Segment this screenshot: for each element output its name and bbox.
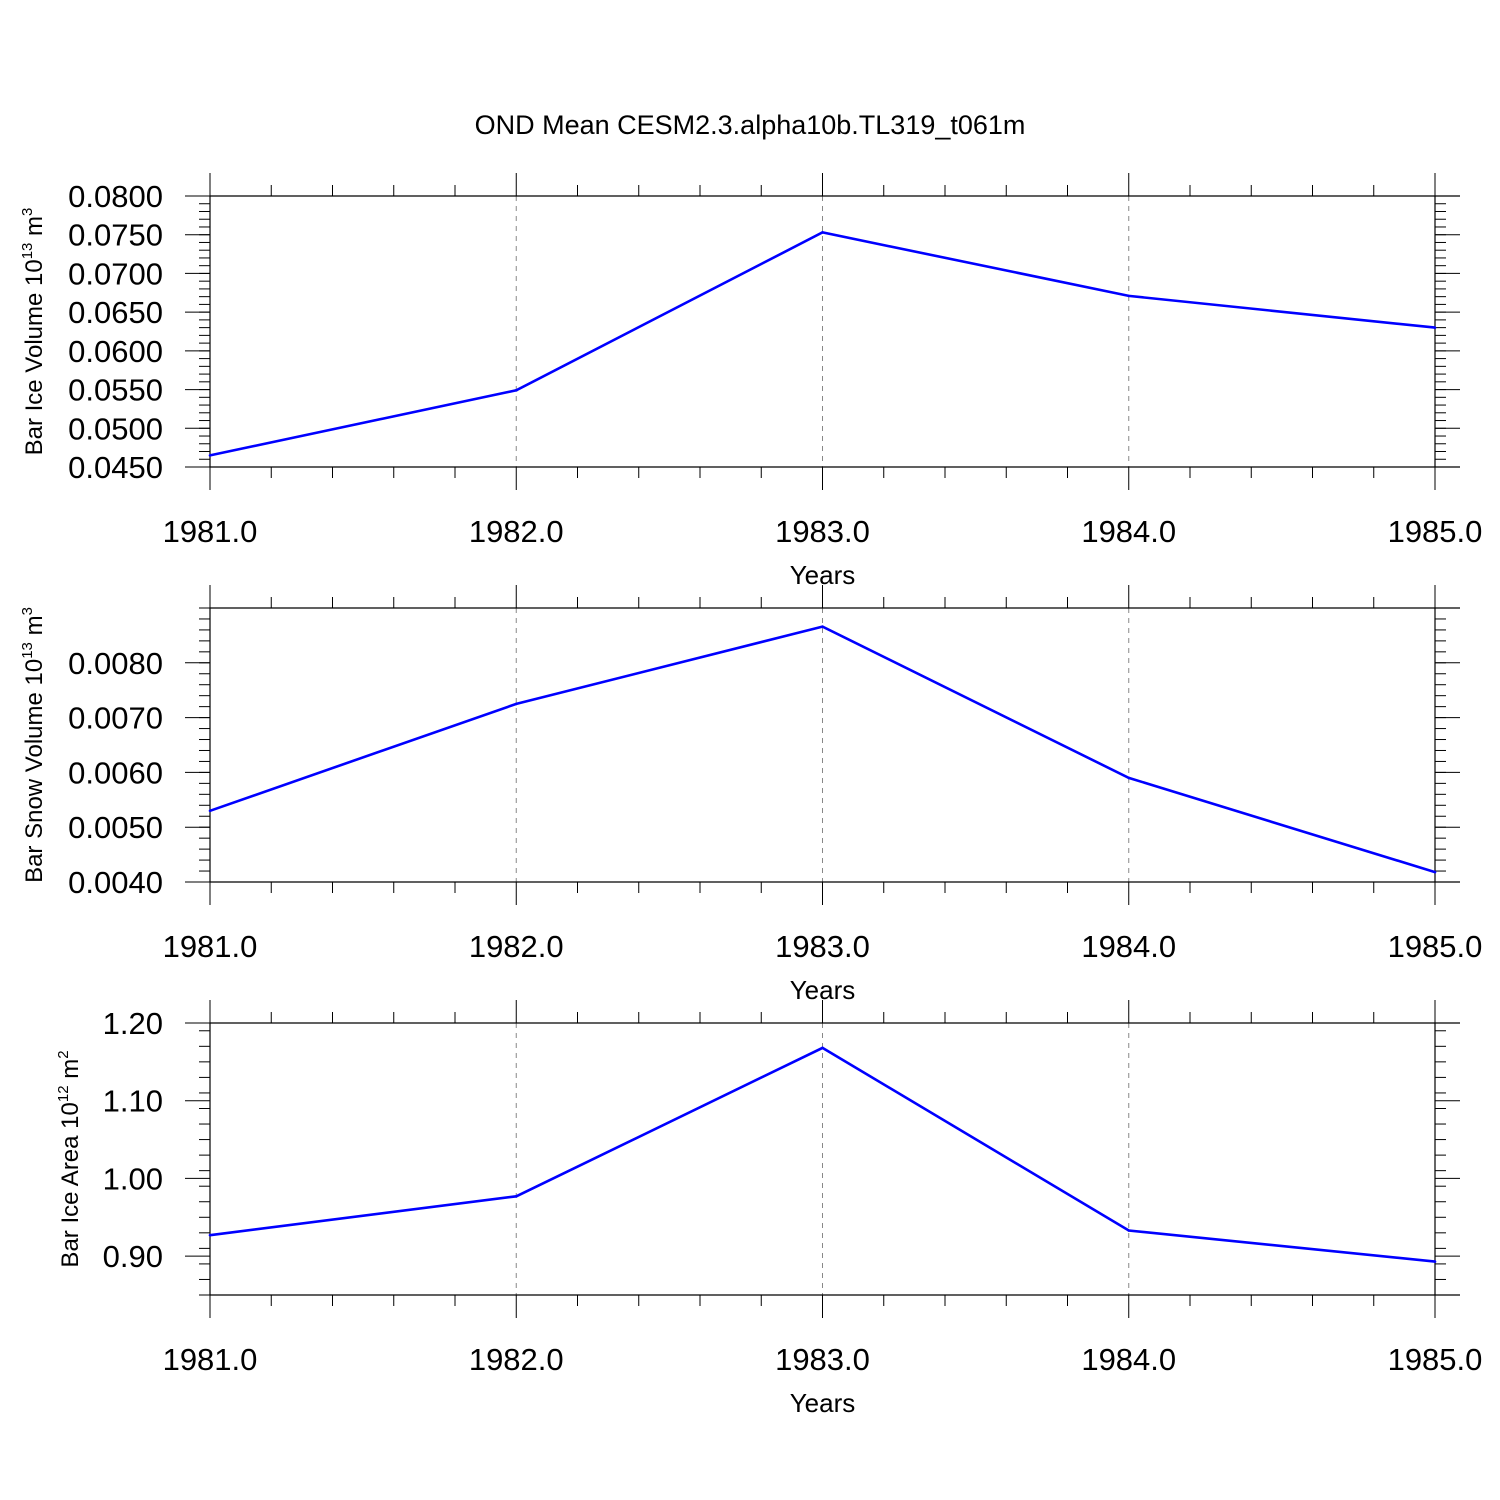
data-point (514, 389, 518, 392)
x-tick-label: 1985.0 (1388, 1342, 1483, 1377)
y-tick-label: 0.0600 (68, 334, 163, 369)
x-tick-label: 1984.0 (1081, 514, 1176, 549)
y-tick-label: 0.0550 (68, 373, 163, 408)
chart-title: OND Mean CESM2.3.alpha10b.TL319_t061m (475, 110, 1026, 140)
data-point (208, 1233, 212, 1237)
data-point (1433, 326, 1437, 329)
data-point (821, 1046, 824, 1050)
x-tick-label: 1982.0 (469, 1342, 564, 1377)
y-tick-label: 0.0500 (68, 411, 163, 446)
chart-panel-2: 0.0040 0.0050 0.0060 0.0070 0.0080 1981.0 1982… (19, 585, 1482, 1005)
y-tick-label: 1.10 (103, 1084, 163, 1119)
data-point (208, 454, 212, 457)
y-tick-label: 0.0750 (68, 218, 163, 253)
x-tick-label: 1982.0 (469, 929, 564, 964)
y-tick-label: 1.20 (103, 1006, 163, 1041)
y-tick-label: 0.0800 (68, 179, 163, 214)
x-tick-label: 1984.0 (1081, 1342, 1176, 1377)
x-tick-label: 1981.0 (163, 514, 258, 549)
data-point (821, 231, 824, 234)
x-tick-label: 1983.0 (775, 929, 870, 964)
y-tick-label: 0.0080 (68, 646, 163, 681)
data-point (514, 1195, 518, 1198)
data-point (1127, 1229, 1131, 1232)
data-point (1433, 870, 1437, 874)
y-tick-label: 0.0050 (68, 810, 163, 845)
data-point (208, 809, 212, 813)
y-axis-title: Bar Ice Area 1012 m2 (55, 1050, 84, 1267)
x-tick-label: 1981.0 (163, 1342, 258, 1377)
data-point (1127, 294, 1131, 298)
x-tick-label: 1982.0 (469, 514, 564, 549)
x-axis-title: Years (790, 1388, 856, 1418)
x-tick-label: 1983.0 (775, 514, 870, 549)
y-tick-label: 0.0060 (68, 755, 163, 790)
x-tick-label: 1985.0 (1388, 514, 1483, 549)
chart-panel-3: 0.90 1.00 1.10 1.20 1981.0 1982.0 1983.0 1984.0… (55, 1000, 1482, 1418)
y-tick-label: 0.0450 (68, 450, 163, 485)
data-point (1127, 776, 1131, 780)
y-tick-label: 0.90 (103, 1239, 163, 1274)
series-line (209, 231, 1436, 457)
y-tick-label: 0.0040 (68, 865, 163, 900)
data-point (1433, 1260, 1437, 1263)
y-tick-label: 0.0070 (68, 701, 163, 736)
y-axis-title: Bar Snow Volume 1013 m3 (19, 607, 48, 883)
y-tick-label: 0.0700 (68, 256, 163, 291)
x-tick-label: 1985.0 (1388, 929, 1483, 964)
x-tick-label: 1981.0 (163, 929, 258, 964)
x-tick-label: 1984.0 (1081, 929, 1176, 964)
x-tick-label: 1983.0 (775, 1342, 870, 1377)
data-point (514, 702, 518, 706)
y-tick-label: 1.00 (103, 1161, 163, 1196)
y-tick-label: 0.0650 (68, 295, 163, 330)
data-point (821, 625, 824, 628)
y-axis-title: Bar Ice Volume 1013 m3 (19, 208, 48, 456)
